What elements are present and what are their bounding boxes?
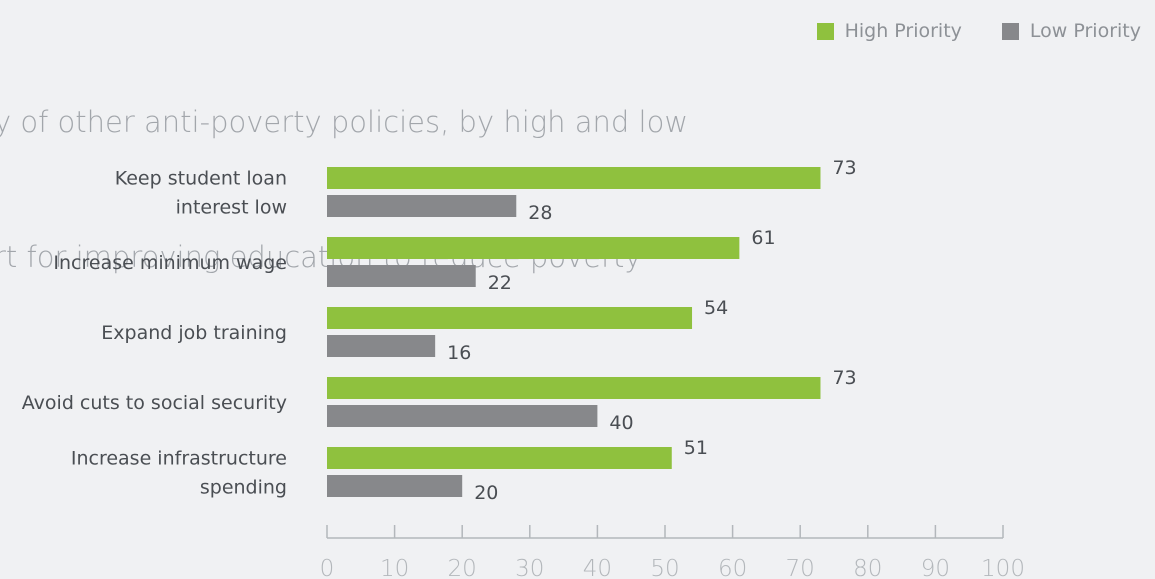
legend-label-low-priority: Low Priority — [1029, 20, 1141, 42]
x-tick-label: 70 — [786, 556, 815, 579]
bar-high-priority — [327, 447, 672, 469]
value-label-low-priority: 16 — [447, 342, 471, 364]
category-label: Avoid cuts to social security — [22, 392, 287, 414]
bar-high-priority — [327, 237, 740, 259]
category-label: Increase infrastructure — [71, 448, 287, 470]
value-label-high-priority: 73 — [832, 367, 856, 389]
value-label-low-priority: 20 — [474, 482, 498, 504]
category-label: interest low — [176, 197, 287, 219]
category-label: spending — [200, 477, 287, 499]
bar-high-priority — [327, 167, 821, 189]
bar-low-priority — [327, 265, 476, 287]
x-tick-label: 90 — [921, 556, 950, 579]
bar-low-priority — [327, 195, 517, 217]
legend-label-high-priority: High Priority — [844, 20, 962, 42]
bar-low-priority — [327, 405, 598, 427]
x-tick-label: 60 — [718, 556, 747, 579]
category-label: Increase minimum wage — [53, 252, 287, 274]
x-tick-label: 30 — [515, 556, 544, 579]
x-tick-label: 50 — [650, 556, 679, 579]
value-label-high-priority: 73 — [832, 157, 856, 179]
value-label-low-priority: 40 — [609, 412, 633, 434]
bar-high-priority — [327, 377, 821, 399]
legend-item-high-priority: High Priority — [816, 20, 962, 42]
value-label-high-priority: 54 — [704, 297, 728, 319]
x-tick-label: 20 — [448, 556, 477, 579]
legend-swatch-high-priority — [816, 22, 834, 40]
value-label-low-priority: 22 — [488, 272, 512, 294]
x-tick-label: 40 — [583, 556, 612, 579]
bar-low-priority — [327, 335, 436, 357]
category-label: Expand job training — [101, 322, 287, 344]
value-label-high-priority: 61 — [751, 227, 775, 249]
x-tick-label: 100 — [981, 556, 1025, 579]
legend-swatch-low-priority — [1001, 22, 1019, 40]
x-tick-label: 0 — [320, 556, 335, 579]
bar-high-priority — [327, 307, 693, 329]
legend: High Priority Low Priority — [816, 20, 1141, 42]
value-label-high-priority: 51 — [684, 437, 708, 459]
value-label-low-priority: 28 — [528, 202, 552, 224]
title-line-1: y of other anti-poverty policies, by hig… — [0, 105, 689, 139]
x-tick-label: 10 — [380, 556, 409, 579]
category-label: Keep student loan — [115, 168, 287, 190]
bar-low-priority — [327, 475, 463, 497]
x-tick-label: 80 — [853, 556, 882, 579]
legend-item-low-priority: Low Priority — [1001, 20, 1141, 42]
